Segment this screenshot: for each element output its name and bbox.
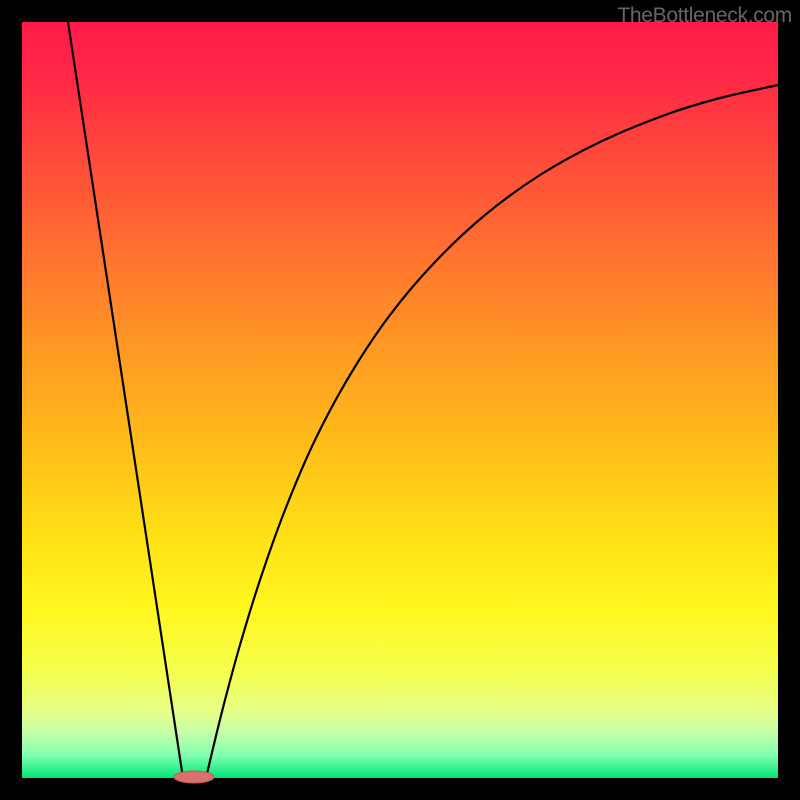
bottleneck-chart: [0, 0, 800, 800]
chart-background: [22, 22, 778, 778]
chart-container: TheBottleneck.com: [0, 0, 800, 800]
watermark-text: TheBottleneck.com: [617, 4, 792, 28]
minimum-marker: [174, 771, 214, 783]
